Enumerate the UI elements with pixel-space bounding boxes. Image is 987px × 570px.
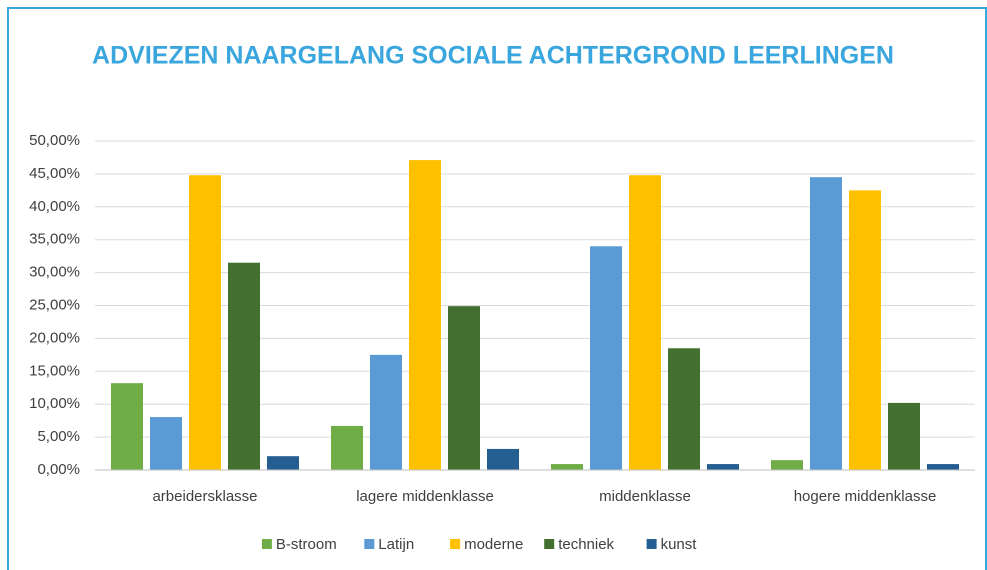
- y-tick-label: 45,00%: [29, 165, 80, 182]
- bar: [409, 160, 441, 470]
- bar: [487, 448, 519, 470]
- x-tick-label: middenklasse: [599, 488, 691, 505]
- y-tick-label: 35,00%: [29, 231, 80, 248]
- legend-swatch: [450, 539, 461, 549]
- legend-label: moderne: [464, 536, 523, 553]
- legend-swatch: [646, 539, 657, 549]
- y-tick-label: 0,00%: [37, 461, 80, 478]
- bar: [189, 175, 221, 470]
- legend-label: kunst: [661, 536, 698, 553]
- bar: [771, 460, 803, 470]
- bar: [370, 354, 402, 470]
- bar: [228, 262, 260, 470]
- bar: [668, 348, 700, 470]
- y-tick-label: 50,00%: [29, 132, 80, 149]
- bar: [590, 246, 622, 470]
- y-tick-label: 10,00%: [29, 395, 80, 412]
- bar: [849, 190, 881, 470]
- y-tick-label: 30,00%: [29, 264, 80, 281]
- chart-title: ADVIEZEN NAARGELANG SOCIALE ACHTERGROND …: [92, 42, 894, 70]
- y-tick-label: 5,00%: [37, 428, 80, 445]
- legend-label: Latijn: [378, 536, 414, 553]
- y-tick-label: 25,00%: [29, 296, 80, 313]
- x-tick-label: lagere middenklasse: [356, 488, 494, 505]
- bar: [448, 306, 480, 470]
- bar: [551, 464, 583, 470]
- y-tick-label: 40,00%: [29, 198, 80, 215]
- bar: [810, 177, 842, 470]
- y-tick-label: 15,00%: [29, 362, 80, 379]
- bar: [111, 383, 143, 470]
- bar: [331, 425, 363, 470]
- x-tick-label: arbeidersklasse: [152, 488, 257, 505]
- legend-label: B-stroom: [276, 536, 337, 553]
- x-tick-label: hogere middenklasse: [794, 488, 937, 505]
- bar: [150, 417, 182, 470]
- bar: [927, 464, 959, 470]
- legend-swatch: [364, 539, 375, 549]
- legend-swatch: [261, 539, 272, 549]
- frame: [7, 7, 987, 570]
- y-tick-label: 20,00%: [29, 329, 80, 346]
- bar: [707, 464, 739, 470]
- bar: [267, 456, 299, 470]
- bar: [888, 402, 920, 470]
- legend-label: techniek: [558, 536, 614, 553]
- bar: [629, 175, 661, 470]
- legend-swatch: [544, 539, 555, 549]
